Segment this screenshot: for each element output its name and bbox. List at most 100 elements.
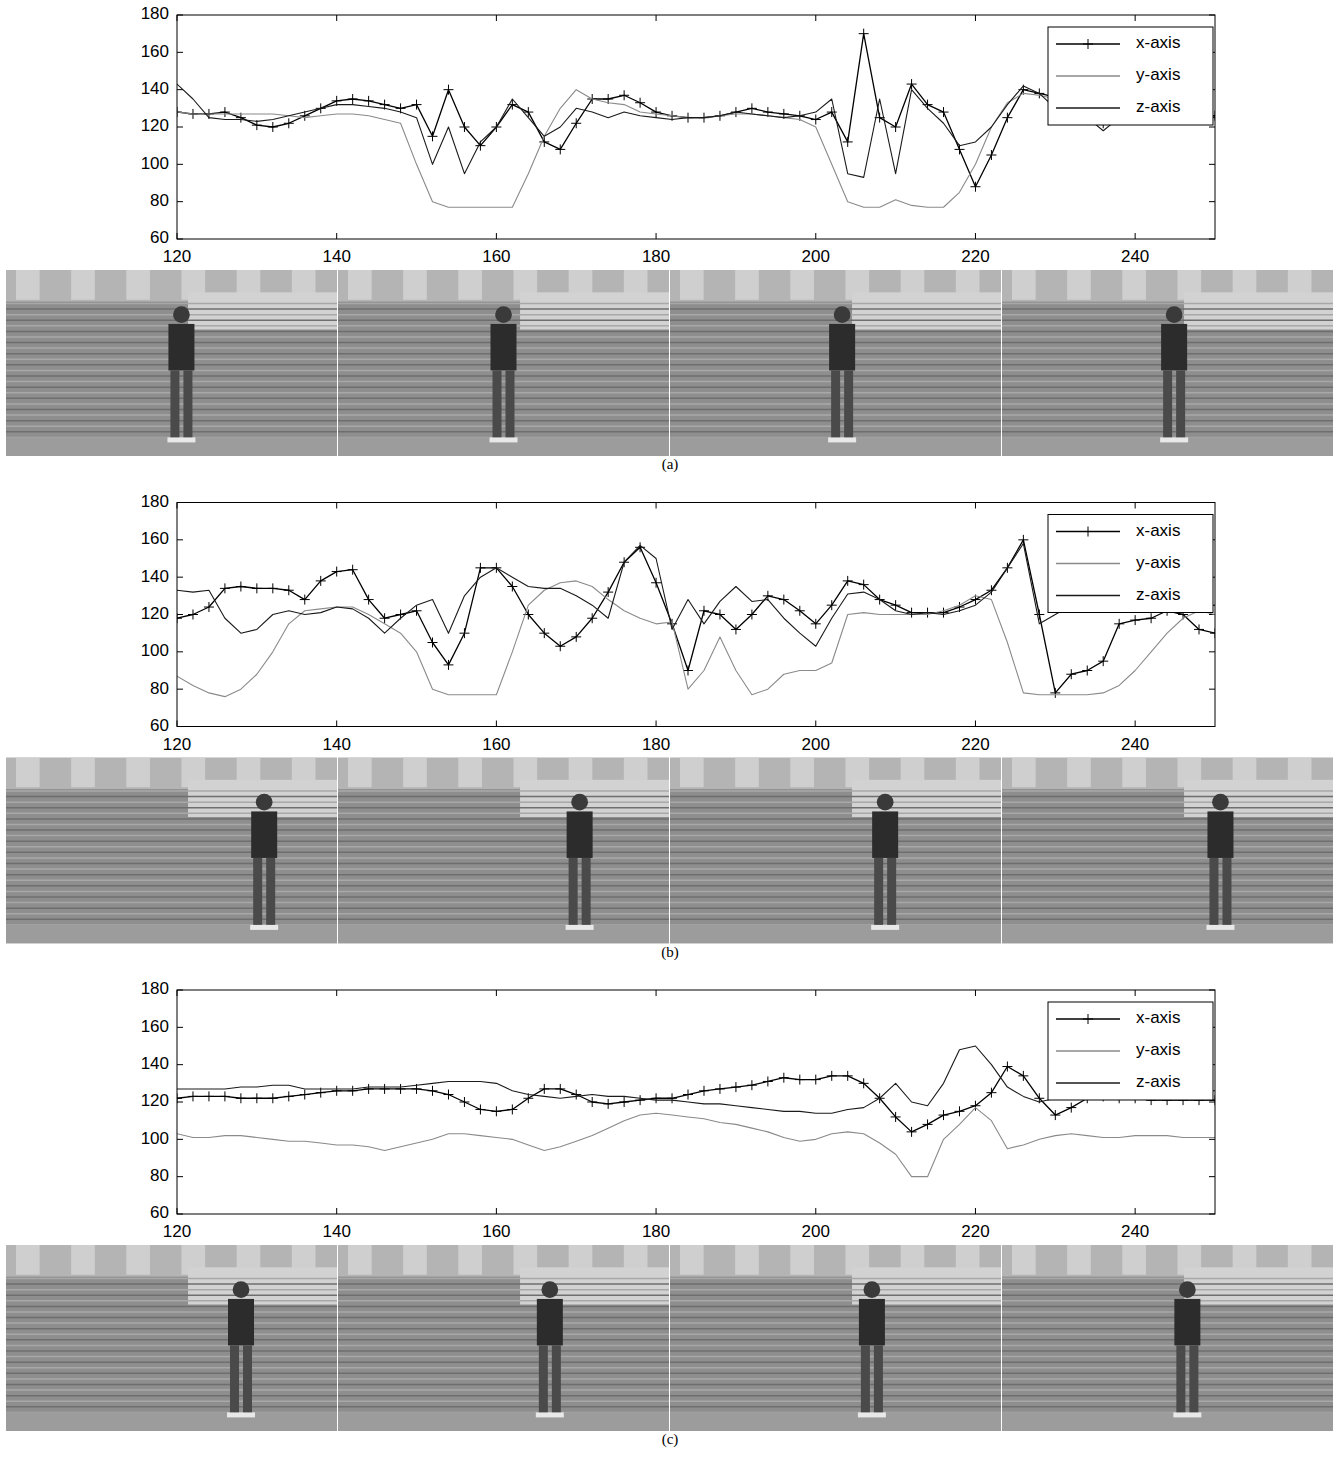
stair-line: [670, 1361, 1001, 1363]
y-tick-label: 160: [141, 529, 169, 548]
upper-stairs: [1184, 292, 1333, 329]
stair-line: [6, 818, 337, 820]
panel-caption: (a): [662, 456, 679, 473]
upper-stairs: [852, 292, 1001, 329]
x-tick: [336, 990, 337, 996]
stair-line: [338, 1328, 669, 1330]
stair-line: [6, 1350, 337, 1352]
stair-line: [6, 1289, 337, 1291]
photo-content: [670, 758, 1001, 944]
stair-line: [1002, 790, 1333, 792]
legend-box: [1048, 27, 1213, 125]
floor: [1002, 1412, 1333, 1431]
plus-marker: [507, 1104, 517, 1114]
plus-marker: [220, 1091, 230, 1101]
plus-marker: [268, 583, 278, 593]
y-tick: [1209, 1139, 1215, 1140]
pillar: [403, 1245, 427, 1275]
floor: [1002, 925, 1333, 944]
plus-marker: [555, 144, 565, 154]
figure: 6080100120140160180120140160180200220240…: [0, 0, 1340, 1459]
plus-marker: [428, 131, 438, 141]
plus-marker: [1066, 1103, 1076, 1113]
person-torso: [859, 1299, 885, 1346]
plus-marker: [891, 1112, 901, 1122]
photo-content: [1002, 270, 1333, 456]
y-tick: [177, 689, 183, 690]
x-tick: [1135, 1208, 1136, 1214]
plus-marker: [428, 638, 438, 648]
pillar: [1012, 270, 1036, 300]
stair-line: [338, 885, 669, 887]
y-tick: [1209, 689, 1215, 690]
stair-line: [338, 829, 669, 831]
x-tick: [1135, 233, 1136, 239]
stair-line: [670, 1400, 1001, 1402]
x-tick: [496, 1208, 497, 1214]
pillar: [403, 758, 427, 788]
plus-marker: [731, 1082, 741, 1092]
plot-area: [177, 990, 1215, 1214]
stair-line: [338, 398, 669, 400]
stair-line: [1002, 303, 1333, 305]
stair-line: [6, 1406, 337, 1408]
stair-line: [1002, 1373, 1333, 1375]
y-tick-label: 120: [141, 116, 169, 135]
plus-marker: [1018, 1071, 1028, 1081]
stair-line: [338, 919, 669, 921]
y-tick: [1209, 127, 1215, 128]
plus-marker: [1130, 615, 1140, 625]
plus-marker: [188, 610, 198, 620]
plus-marker: [459, 122, 469, 132]
y-tick-label: 100: [141, 641, 169, 660]
plus-marker: [651, 1093, 661, 1103]
stair-line: [338, 381, 669, 383]
photo-placeholder: [6, 270, 337, 456]
stair-line: [6, 1334, 337, 1336]
legend-label: z-axis: [1136, 585, 1180, 604]
x-tick: [975, 721, 976, 727]
photo-bg: [1002, 270, 1333, 456]
person-shoes: [227, 1412, 255, 1417]
panel: 6080100120140160180120140160180200220240…: [6, 4, 1333, 473]
plus-marker: [715, 1084, 725, 1094]
stair-line: [6, 813, 337, 815]
stair-line: [6, 1294, 337, 1296]
y-tick-label: 160: [141, 42, 169, 61]
x-tick-label: 200: [802, 735, 830, 754]
plus-marker: [635, 542, 645, 552]
stair-line: [6, 790, 337, 792]
x-tick: [975, 15, 976, 21]
plus-marker: [332, 1086, 342, 1096]
y-tick: [177, 1139, 183, 1140]
legend-box: [1048, 515, 1213, 613]
stair-line: [6, 314, 337, 316]
plus-marker: [843, 137, 853, 147]
plus-marker: [843, 576, 853, 586]
stair-line: [1002, 1350, 1333, 1352]
photo-bg: [338, 1245, 669, 1431]
x-tick: [815, 721, 816, 727]
x-tick: [336, 15, 337, 21]
stair-line: [1002, 885, 1333, 887]
plus-marker: [348, 565, 358, 575]
x-tick: [336, 233, 337, 239]
plus-marker: [268, 122, 278, 132]
plus-marker: [795, 606, 805, 616]
stair-line: [670, 1294, 1001, 1296]
stair-line: [1002, 1322, 1333, 1324]
stair-line: [1002, 874, 1333, 876]
stair-line: [1002, 1294, 1333, 1296]
panel-caption: (b): [661, 944, 679, 961]
stair-line: [338, 896, 669, 898]
plus-marker: [268, 1093, 278, 1103]
stair-line: [338, 1345, 669, 1347]
stair-line: [670, 835, 1001, 837]
pillar: [680, 1245, 704, 1275]
stair-line: [6, 874, 337, 876]
plus-marker: [763, 1076, 773, 1086]
plus-marker: [747, 610, 757, 620]
person-head: [877, 794, 894, 811]
legend-label: y-axis: [1136, 65, 1180, 84]
y-tick: [177, 539, 183, 540]
